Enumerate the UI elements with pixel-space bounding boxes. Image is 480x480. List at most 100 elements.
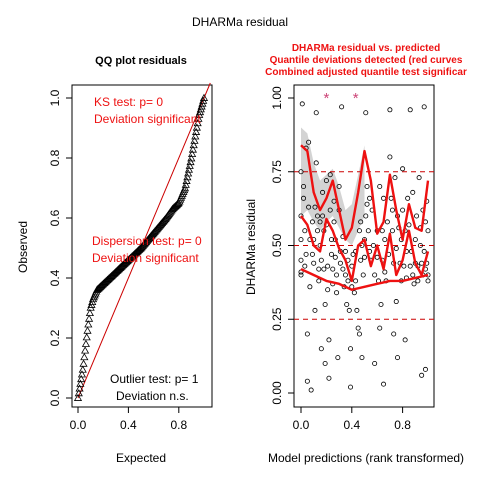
- residual-point: [370, 242, 376, 248]
- residual-point: [402, 337, 408, 343]
- residual-plot-title-line-1: DHARMa residual vs. predicted: [292, 43, 440, 54]
- residual-point: [348, 346, 354, 352]
- residual-point: [356, 228, 362, 234]
- residual-y-tick-label: 0.50: [270, 233, 284, 257]
- residual-point: [407, 107, 413, 113]
- qq-y-tick-label: 1.0: [48, 89, 62, 106]
- residual-point: [363, 213, 369, 219]
- residual-point: [348, 384, 354, 390]
- residual-point: [312, 204, 318, 210]
- residual-point: [378, 301, 384, 307]
- residual-point: [388, 195, 394, 201]
- residual-point: [298, 272, 304, 278]
- residual-point: [372, 360, 378, 366]
- residual-y-tick-label: 0.75: [270, 160, 284, 184]
- residual-point: [342, 248, 348, 254]
- qq-point: [188, 149, 197, 157]
- qq-point: [80, 352, 89, 361]
- residual-point: [421, 104, 427, 110]
- figure-title: DHARMa residual: [192, 15, 288, 29]
- residual-point: [327, 207, 333, 213]
- qq-point: [193, 119, 202, 127]
- residual-point: [381, 195, 387, 201]
- residual-quantile-curve: [300, 144, 430, 241]
- residual-point: [330, 266, 336, 272]
- qq-point: [190, 136, 199, 144]
- qq-point: [184, 169, 193, 177]
- residual-point: [304, 378, 310, 384]
- residual-point: [335, 355, 341, 361]
- residual-point: [363, 110, 369, 116]
- residual-point: [422, 366, 428, 372]
- residual-point: [298, 237, 304, 243]
- residual-point: [377, 325, 383, 331]
- residual-point: [415, 278, 421, 284]
- residual-point: [322, 301, 328, 307]
- qq-point: [83, 326, 92, 334]
- ks-deviation-label: Deviation significant: [94, 112, 201, 126]
- qq-point: [194, 114, 203, 122]
- residual-point: [354, 307, 360, 313]
- qq-axes: 0.0 0.4 0.8 0.0 0.2 0.4 0.6 0.8 1.0: [48, 89, 187, 432]
- residual-point: [365, 228, 371, 234]
- residual-point: [400, 207, 406, 213]
- residual-point: [425, 228, 431, 234]
- residual-outlier-marker: *: [323, 90, 329, 107]
- residual-outliers-group: * *: [323, 90, 358, 107]
- residual-point: [401, 263, 407, 269]
- residual-point: [381, 381, 387, 387]
- residual-point: [325, 287, 331, 293]
- residual-point: [340, 266, 346, 272]
- residual-point: [410, 189, 416, 195]
- residual-point: [405, 195, 411, 201]
- residual-point: [327, 172, 333, 178]
- residual-point: [318, 346, 324, 352]
- qq-x-tick-label: 0.4: [120, 418, 137, 432]
- residual-point: [382, 269, 388, 275]
- residual-point: [316, 266, 322, 272]
- qq-point: [199, 93, 209, 101]
- residual-point: [425, 278, 431, 284]
- residual-point: [367, 195, 373, 201]
- residual-point: [323, 178, 329, 184]
- residual-point: [410, 272, 416, 278]
- outlier-test-label: Outlier test: p= 1: [110, 372, 199, 386]
- residual-point: [317, 219, 323, 225]
- qq-point: [189, 141, 198, 149]
- residual-point: [374, 254, 380, 260]
- residual-point: [312, 307, 318, 313]
- residual-point: [358, 257, 364, 263]
- qq-y-tick-label: 0.4: [48, 269, 62, 286]
- residual-point: [325, 263, 331, 269]
- residual-point: [353, 278, 359, 284]
- residual-quantile-curve: [300, 215, 430, 283]
- residual-point: [419, 372, 425, 378]
- residual-point: [361, 254, 367, 260]
- dispersion-test-label: Dispersion test: p= 0: [92, 234, 202, 248]
- residual-x-tick-label: 0.4: [343, 418, 360, 432]
- residual-point: [421, 248, 427, 254]
- qq-point: [192, 123, 201, 131]
- residual-point: [400, 166, 406, 172]
- qq-point: [84, 320, 93, 328]
- residual-point: [309, 251, 315, 257]
- qq-point: [82, 333, 91, 341]
- residual-point: [298, 213, 304, 219]
- qq-point: [182, 176, 191, 184]
- residual-point: [358, 219, 364, 225]
- residual-point: [411, 281, 417, 287]
- residual-plot-title-line-3: Combined adjusted quantile test signific…: [265, 67, 467, 78]
- residual-y-tick-label: 0.00: [270, 381, 284, 405]
- qq-y-tick-label: 0.0: [48, 389, 62, 406]
- residual-point: [393, 245, 399, 251]
- residual-smooth-band-group: [301, 127, 365, 246]
- residual-point: [379, 228, 385, 234]
- qq-point: [81, 339, 91, 347]
- residual-point: [389, 228, 395, 234]
- qq-point: [185, 161, 194, 169]
- qq-y-tick-label: 0.8: [48, 149, 62, 166]
- residual-smooth-band: [301, 127, 365, 246]
- qq-y-tick-label: 0.6: [48, 209, 62, 226]
- residual-outlier-marker: *: [353, 90, 359, 107]
- ks-test-label: KS test: p= 0: [94, 95, 163, 109]
